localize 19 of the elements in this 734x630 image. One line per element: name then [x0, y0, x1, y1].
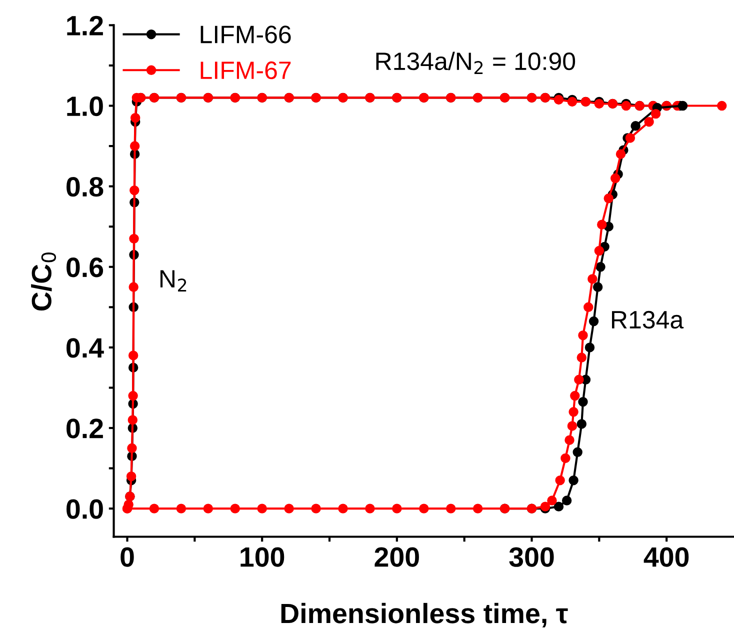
y-tick-label: 1.2	[67, 16, 103, 36]
x-tick-label: 200	[374, 547, 419, 567]
annotation: R134a/N$_{2}$ = 10:90	[376, 52, 576, 74]
annotation: N$_{2}$	[160, 270, 186, 292]
y-tick-label: 0.0	[66, 499, 103, 519]
x-tick-label: 400	[644, 547, 689, 567]
y-tick-label: 0.4	[66, 338, 104, 358]
legend-label: LIFM-67	[200, 61, 291, 80]
x-tick-label: 300	[509, 547, 554, 567]
y-tick-label: 1.0	[67, 96, 103, 116]
y-axis-title: C/C$_{0}$	[31, 252, 56, 311]
annotation: R134a	[612, 310, 684, 329]
x-tick-label: 0	[120, 547, 134, 567]
y-tick-label: 0.6	[66, 258, 104, 278]
x-tick-label: 100	[240, 547, 284, 567]
y-tick-label: 0.2	[66, 418, 103, 438]
y-tick-label: 0.8	[66, 176, 104, 197]
x-axis-title: Dimensionless time, τ	[281, 602, 568, 628]
legend-label: LIFM-66	[200, 26, 291, 44]
